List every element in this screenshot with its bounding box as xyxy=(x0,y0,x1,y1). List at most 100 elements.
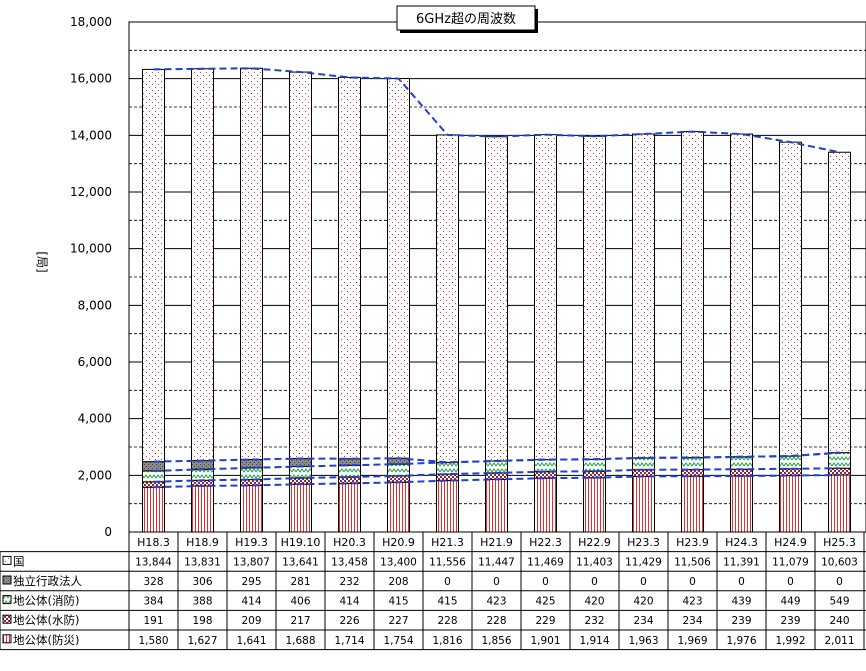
x-tick-label: H19.3 xyxy=(235,536,268,549)
bar-segment-kuni xyxy=(828,151,851,454)
table-cell: 384 xyxy=(143,596,163,608)
bar-segment-shobo xyxy=(240,467,263,481)
table-cell: 423 xyxy=(486,596,506,608)
bar-segment-shobo xyxy=(142,470,165,483)
x-tick-label: H18.9 xyxy=(186,536,219,549)
table-cell: 415 xyxy=(388,596,408,608)
x-tick-label: H19.10 xyxy=(281,536,321,549)
table-cell: 328 xyxy=(143,576,163,588)
y-tick-label: 6,000 xyxy=(78,355,112,369)
y-tick-label: 12,000 xyxy=(70,185,112,199)
table-row-label: 地公体(消防) xyxy=(13,594,79,608)
bar-segment-kuni xyxy=(289,71,312,460)
x-tick-label: H21.9 xyxy=(480,536,513,549)
bar-segment-bosai xyxy=(289,483,312,533)
legend-swatch xyxy=(2,614,12,624)
bars xyxy=(142,67,851,533)
table-cell: 13,831 xyxy=(184,556,221,568)
table-cell: 11,506 xyxy=(674,556,711,568)
bar-segment-kuni xyxy=(436,134,459,463)
table-cell: 234 xyxy=(682,615,702,627)
bar-segment-dokuritsu xyxy=(142,461,165,472)
bar-segment-shobo xyxy=(779,455,802,470)
table-row-label: 独立行政法人 xyxy=(13,574,82,588)
y-tick-label: 18,000 xyxy=(70,15,112,29)
connector-line xyxy=(153,451,840,464)
table-cell: 549 xyxy=(829,596,849,608)
table-cell: 13,458 xyxy=(331,556,368,568)
table-cell: 11,391 xyxy=(723,556,760,568)
bar-segment-bosai xyxy=(779,475,802,533)
table-cell: 1,627 xyxy=(187,635,217,647)
table-cell: 11,556 xyxy=(429,556,466,568)
table-cell: 1,580 xyxy=(138,635,168,647)
y-tick-label: 16,000 xyxy=(70,72,112,86)
table-cell: 232 xyxy=(584,615,604,627)
table-cell: 229 xyxy=(535,615,555,627)
bar-segment-shobo xyxy=(534,459,557,473)
legend-swatch xyxy=(2,595,12,605)
table-cell: 420 xyxy=(633,596,653,608)
bar-segment-dokuritsu xyxy=(191,460,214,470)
table-cell: 239 xyxy=(780,615,800,627)
y-axis-label: [局] xyxy=(35,251,49,272)
bar-segment-shobo xyxy=(289,466,312,479)
table-cell: 414 xyxy=(339,596,359,608)
table-cell: 13,641 xyxy=(282,556,319,568)
bar-segment-kuni xyxy=(338,76,361,460)
x-tick-label: H20.3 xyxy=(333,536,366,549)
table-cell: 10,603 xyxy=(821,556,858,568)
bar-segment-bosai xyxy=(387,481,410,533)
bar-segment-bosai xyxy=(338,482,361,533)
table-cell: 13,400 xyxy=(380,556,417,568)
table-cell: 191 xyxy=(143,615,163,627)
table-cell: 420 xyxy=(584,596,604,608)
table-cell: 1,992 xyxy=(775,635,805,647)
table-cell: 0 xyxy=(787,576,794,588)
table-cell: 0 xyxy=(444,576,451,588)
bar-segment-shobo xyxy=(191,468,214,481)
table-cell: 227 xyxy=(388,615,408,627)
bar-segment-shobo xyxy=(436,461,459,475)
bar-segment-kuni xyxy=(534,134,557,461)
bar-segment-bosai xyxy=(240,485,263,533)
bar-segment-shobo xyxy=(583,458,606,472)
y-tick-label: 2,000 xyxy=(78,468,112,482)
table-cell: 439 xyxy=(731,596,751,608)
bar-segment-bosai xyxy=(534,477,557,533)
bar-segment-bosai xyxy=(681,475,704,533)
table-cell: 0 xyxy=(738,576,745,588)
table-cell: 1,969 xyxy=(677,635,707,647)
table-cell: 240 xyxy=(829,615,849,627)
bar-segment-kuni xyxy=(142,68,165,463)
table-cell: 11,403 xyxy=(576,556,613,568)
table-cell: 228 xyxy=(437,615,457,627)
x-tick-label: H25.3 xyxy=(823,536,856,549)
table-cell: 449 xyxy=(780,596,800,608)
bar-segment-bosai xyxy=(191,485,214,533)
y-tick-label: 0 xyxy=(104,525,112,539)
table-cell: 0 xyxy=(836,576,843,588)
bar-segment-kuni xyxy=(387,78,410,459)
bar-segment-shobo xyxy=(632,457,655,471)
bar-segment-dokuritsu xyxy=(240,458,263,469)
table-cell: 11,469 xyxy=(527,556,564,568)
x-tick-label: H24.3 xyxy=(725,536,758,549)
stack-connector-lines xyxy=(153,67,840,489)
connector-line xyxy=(153,67,840,154)
bar-segment-shobo xyxy=(730,456,753,470)
table-cell: 425 xyxy=(535,596,555,608)
table-cell: 13,807 xyxy=(233,556,270,568)
table-cell: 406 xyxy=(290,596,310,608)
bar-segment-kuni xyxy=(583,135,606,460)
connector-line xyxy=(153,474,840,489)
table-cell: 1,963 xyxy=(628,635,658,647)
y-tick-label: 10,000 xyxy=(70,242,112,256)
legend-swatch xyxy=(2,575,12,585)
bar-segment-bosai xyxy=(632,475,655,533)
table-cell: 281 xyxy=(290,576,310,588)
table-cell: 0 xyxy=(640,576,647,588)
bar-segment-shobo xyxy=(828,452,851,469)
table-cell: 388 xyxy=(192,596,212,608)
table-cell: 415 xyxy=(437,596,457,608)
